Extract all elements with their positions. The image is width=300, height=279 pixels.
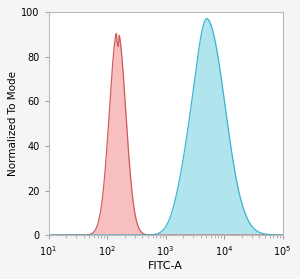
X-axis label: FITC-A: FITC-A <box>148 261 183 271</box>
Y-axis label: Normalized To Mode: Normalized To Mode <box>8 71 18 176</box>
